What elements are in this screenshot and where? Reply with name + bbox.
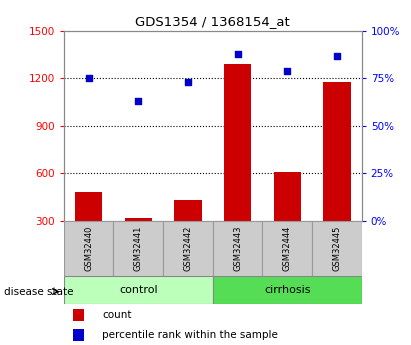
- Bar: [64, 221, 113, 276]
- Bar: [73, 329, 84, 341]
- Text: count: count: [102, 310, 132, 320]
- Point: [135, 99, 141, 104]
- Text: disease state: disease state: [4, 287, 74, 296]
- Text: percentile rank within the sample: percentile rank within the sample: [102, 330, 278, 340]
- Bar: [312, 221, 362, 276]
- Text: GSM32440: GSM32440: [84, 226, 93, 271]
- Text: GSM32441: GSM32441: [134, 226, 143, 271]
- Bar: [163, 221, 213, 276]
- Bar: [125, 218, 152, 268]
- Point: [284, 68, 291, 73]
- Bar: [323, 82, 351, 268]
- Bar: [213, 221, 262, 276]
- Text: control: control: [119, 285, 157, 295]
- Bar: [113, 221, 163, 276]
- Title: GDS1354 / 1368154_at: GDS1354 / 1368154_at: [135, 16, 290, 29]
- Bar: [73, 309, 84, 321]
- Text: GSM32443: GSM32443: [233, 226, 242, 271]
- Bar: [75, 193, 102, 268]
- Bar: [224, 64, 251, 268]
- Bar: [213, 276, 362, 304]
- Point: [185, 80, 191, 85]
- Point: [85, 76, 92, 81]
- Text: cirrhosis: cirrhosis: [264, 285, 310, 295]
- Bar: [274, 172, 301, 268]
- Point: [334, 53, 340, 58]
- Bar: [262, 221, 312, 276]
- Text: GSM32442: GSM32442: [183, 226, 192, 271]
- Bar: [174, 200, 201, 268]
- Text: GSM32445: GSM32445: [332, 226, 342, 271]
- Point: [234, 51, 241, 57]
- Bar: [64, 276, 213, 304]
- Text: GSM32444: GSM32444: [283, 226, 292, 271]
